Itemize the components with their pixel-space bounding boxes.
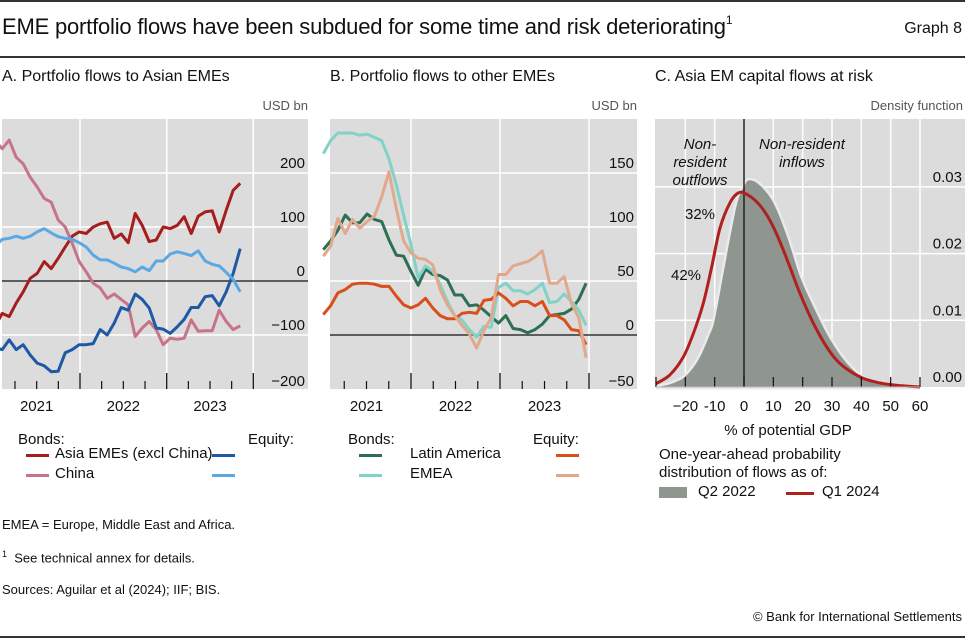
copyright: © Bank for International Settlements	[752, 609, 962, 624]
sources-note: Sources: Aguilar et al (2024); IIF; BIS.	[2, 582, 221, 597]
panel-c-xtick-label: 60	[912, 398, 929, 415]
panel-a-title: A. Portfolio flows to Asian EMEs	[2, 68, 230, 85]
annotation-pct-q1-2024: 42%	[671, 267, 701, 284]
annotation-inflows: Non-resident	[759, 136, 846, 153]
legend-b-bonds-heading: Bonds:	[348, 431, 395, 448]
legend-swatch-emea-bonds	[359, 474, 382, 477]
legend-label-q2-2022: Q2 2022	[698, 483, 756, 500]
panel-b-plot-bg	[330, 119, 637, 389]
legend-swatch-china-equity	[212, 474, 235, 477]
panel-b-ytick-label: 150	[609, 155, 634, 172]
panel-c-ytick-label: 0.00	[933, 369, 962, 386]
graph-title-text: EME portfolio flows have been subdued fo…	[2, 14, 726, 39]
panel-b-xtick-label: 2021	[350, 398, 383, 415]
panel-c-xtick-label: -10	[704, 398, 726, 415]
legend-a-equity-heading: Equity:	[248, 431, 294, 448]
panel-c-unit: Density function	[870, 98, 964, 113]
panel-c-line-q1-2024	[655, 190, 921, 389]
graph-number: Graph 8	[904, 20, 962, 37]
legend-swatch-latam-bonds	[359, 454, 382, 457]
footnote-text: See technical annex for details.	[14, 550, 195, 566]
panel-a-ytick-label: −100	[271, 317, 305, 334]
panel-b-series-latam_bonds	[322, 212, 588, 335]
panel-c-xtick-label: −20	[673, 398, 698, 415]
panel-c-xtick-label: 20	[794, 398, 811, 415]
annotation-inflows: inflows	[779, 154, 825, 171]
panel-c-xtick-label: 10	[765, 398, 782, 415]
panel-c-xtick-label: 30	[824, 398, 841, 415]
legend-swatch-latam-equity	[556, 454, 579, 457]
panel-c-xaxis-title: % of potential GDP	[724, 422, 852, 439]
legend-swatch-emea-equity	[556, 474, 579, 477]
panel-a-series-asia_equity	[0, 248, 242, 374]
panel-a-xtick-label: 2022	[107, 398, 140, 415]
panel-b-unit: USD bn	[591, 98, 637, 113]
panel-a-ytick-label: 0	[297, 263, 305, 280]
legend-label-q1-2024: Q1 2024	[822, 483, 880, 500]
annotation-outflows: outflows	[672, 172, 728, 189]
legend-swatch-q1-2024	[786, 492, 814, 495]
footnote-1: 1 See technical annex for details.	[2, 549, 195, 565]
panel-b-title: B. Portfolio flows to other EMEs	[330, 68, 555, 85]
legend-label-latam: Latin America	[410, 445, 501, 462]
panel-c-xtick-label: 40	[853, 398, 870, 415]
bottom-rule	[0, 636, 965, 638]
legend-label-china: China	[55, 465, 95, 482]
panel-c-ytick-label: 0.02	[933, 236, 962, 253]
panel-a-ytick-label: 100	[280, 209, 305, 226]
top-rule	[0, 0, 965, 2]
panel-b-series-latam_equity	[322, 281, 588, 346]
panel-a-unit: USD bn	[262, 98, 308, 113]
legend-a-bonds-heading: Bonds:	[18, 431, 65, 448]
panel-b-ytick-label: 50	[617, 263, 634, 280]
legend-swatch-asia-bonds	[26, 454, 49, 457]
footnote-marker: 1	[2, 549, 8, 559]
panel-b-xtick-label: 2022	[439, 398, 472, 415]
panel-c-xtick-label: 0	[740, 398, 748, 415]
legend-swatch-q2-2022	[659, 487, 687, 498]
panel-b-xtick-label: 2023	[528, 398, 561, 415]
panel-a-plot-bg	[2, 119, 308, 389]
panel-a-xtick-label: 2023	[193, 398, 226, 415]
panel-a-ytick-label: −200	[271, 373, 305, 390]
panel-c-title: C. Asia EM capital flows at risk	[655, 68, 873, 85]
legend-c-heading-2: distribution of flows as of:	[659, 464, 828, 481]
header-rule	[0, 56, 965, 58]
panel-c-xtick-label: 50	[882, 398, 899, 415]
graph-title: EME portfolio flows have been subdued fo…	[2, 12, 733, 40]
panel-b-series-emea_equity	[322, 170, 588, 358]
legend-label-emea: EMEA	[410, 465, 453, 482]
legend-swatch-china-bonds	[26, 474, 49, 477]
annotation-outflows: resident	[673, 154, 727, 171]
panel-b-ytick-label: −50	[609, 373, 634, 390]
panel-a-series-china_bonds	[0, 138, 241, 347]
panel-c-ytick-label: 0.01	[933, 302, 962, 319]
panel-b-ytick-label: 100	[609, 209, 634, 226]
legend-label-asia: Asia EMEs (excl China)	[55, 445, 213, 462]
panel-c-area-q2-2022	[656, 180, 920, 387]
panel-a-xtick-label: 2021	[20, 398, 53, 415]
abbreviation-note: EMEA = Europe, Middle East and Africa.	[2, 517, 236, 532]
title-footnote-marker: 1	[725, 12, 733, 27]
annotation-outflows: Non-	[684, 136, 717, 153]
panel-a-ytick-label: 200	[280, 155, 305, 172]
panel-a-series-asia_bonds	[0, 182, 242, 321]
legend-c-heading-1: One-year-ahead probability	[659, 446, 841, 463]
legend-swatch-asia-equity	[212, 454, 235, 457]
annotation-pct-q2-2022: 32%	[685, 206, 715, 223]
panel-c-ytick-label: 0.03	[933, 169, 962, 186]
panel-a-series-china_equity	[0, 227, 242, 293]
panel-b-ytick-label: 0	[626, 317, 634, 334]
legend-b-equity-heading: Equity:	[533, 431, 579, 448]
